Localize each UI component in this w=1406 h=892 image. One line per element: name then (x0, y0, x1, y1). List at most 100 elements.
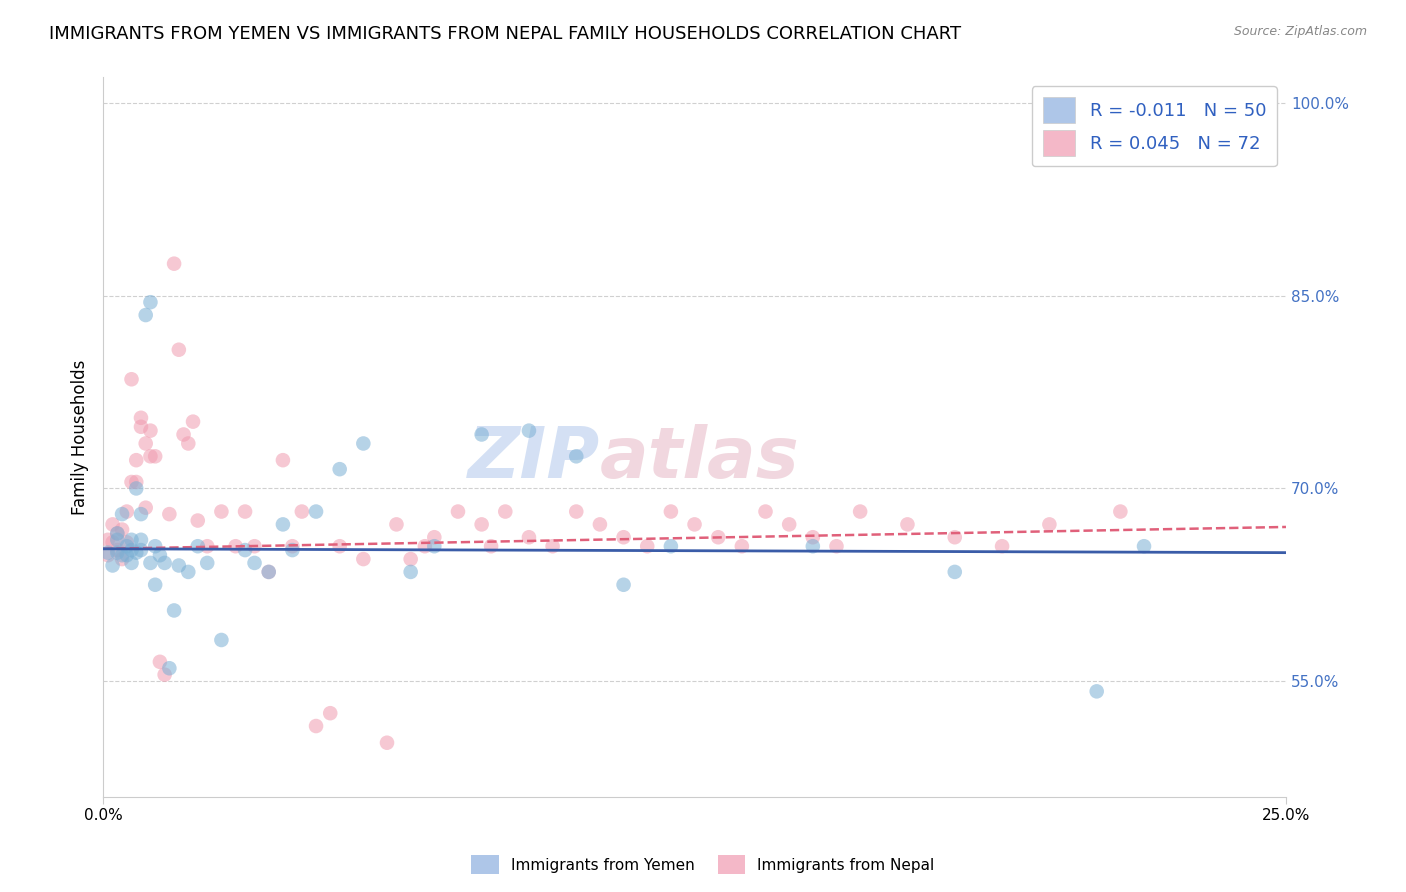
Point (135, 308, 157, 322)
Point (243, 539, 266, 553)
Point (121, 475, 143, 489)
Text: IMMIGRANTS FROM YEMEN VS IMMIGRANTS FROM NEPAL FAMILY HOUSEHOLDS CORRELATION CHA: IMMIGRANTS FROM YEMEN VS IMMIGRANTS FROM… (49, 25, 962, 43)
Point (233, 543, 256, 558)
Point (111, 507, 134, 521)
Point (257, 565, 280, 579)
Point (111, 552, 134, 566)
Point (659, 504, 682, 518)
Point (97, 533, 120, 547)
Point (517, 424, 540, 438)
Point (541, 539, 564, 553)
Point (636, 539, 658, 553)
Point (281, 543, 304, 558)
Point (101, 517, 124, 532)
Point (125, 546, 148, 560)
Point (896, 517, 918, 532)
Point (187, 539, 209, 553)
Point (329, 462, 352, 476)
Point (1085, 684, 1108, 698)
Point (163, 603, 186, 617)
Point (157, 507, 180, 521)
Point (105, 546, 128, 560)
Point (101, 558, 124, 573)
Point (105, 526, 128, 541)
Point (849, 504, 872, 518)
Point (187, 514, 209, 528)
Point (825, 539, 848, 553)
Point (659, 539, 682, 553)
Point (385, 517, 408, 532)
Point (352, 552, 374, 566)
Point (129, 507, 152, 521)
Point (291, 504, 314, 518)
Legend: Immigrants from Yemen, Immigrants from Nepal: Immigrants from Yemen, Immigrants from N… (465, 849, 941, 880)
Point (271, 517, 294, 532)
Point (115, 535, 138, 549)
Point (111, 523, 134, 537)
Point (305, 719, 328, 733)
Point (97, 546, 120, 560)
Point (143, 578, 166, 592)
Point (177, 565, 200, 579)
Point (143, 450, 166, 464)
Point (329, 539, 352, 553)
Point (153, 667, 176, 681)
Point (105, 543, 128, 558)
Point (115, 548, 138, 562)
Point (1109, 504, 1132, 518)
Point (589, 517, 612, 532)
Point (801, 530, 824, 544)
Point (209, 632, 232, 647)
Point (105, 533, 128, 547)
Point (243, 556, 266, 570)
Point (105, 526, 128, 541)
Point (447, 504, 470, 518)
Point (135, 500, 157, 515)
Point (707, 530, 730, 544)
Point (399, 552, 422, 566)
Point (195, 539, 218, 553)
Point (271, 453, 294, 467)
Point (423, 530, 446, 544)
Point (143, 539, 166, 553)
Point (399, 565, 422, 579)
Point (801, 539, 824, 553)
Point (565, 450, 588, 464)
Point (167, 558, 190, 573)
Point (129, 410, 152, 425)
Point (479, 539, 502, 553)
Point (943, 530, 966, 544)
Point (125, 475, 148, 489)
Point (129, 419, 152, 434)
Point (167, 343, 190, 357)
Text: Source: ZipAtlas.com: Source: ZipAtlas.com (1233, 25, 1367, 38)
Point (97, 548, 120, 562)
Point (471, 517, 494, 532)
Point (375, 736, 398, 750)
Point (111, 548, 134, 562)
Point (413, 539, 436, 553)
Point (613, 578, 636, 592)
Point (153, 556, 176, 570)
Point (305, 504, 328, 518)
Point (121, 372, 143, 386)
Y-axis label: Family Households: Family Households (72, 359, 89, 515)
Point (125, 453, 148, 467)
Point (731, 539, 754, 553)
Text: ZIP: ZIP (468, 424, 600, 493)
Point (683, 517, 706, 532)
Point (517, 530, 540, 544)
Point (139, 295, 162, 310)
Point (139, 450, 162, 464)
Point (115, 504, 138, 518)
Point (115, 539, 138, 553)
Point (225, 539, 247, 553)
Point (565, 504, 588, 518)
Point (121, 556, 143, 570)
Point (149, 548, 172, 562)
Point (177, 436, 200, 450)
Point (209, 504, 232, 518)
Point (101, 535, 124, 549)
Point (139, 556, 162, 570)
Point (121, 543, 143, 558)
